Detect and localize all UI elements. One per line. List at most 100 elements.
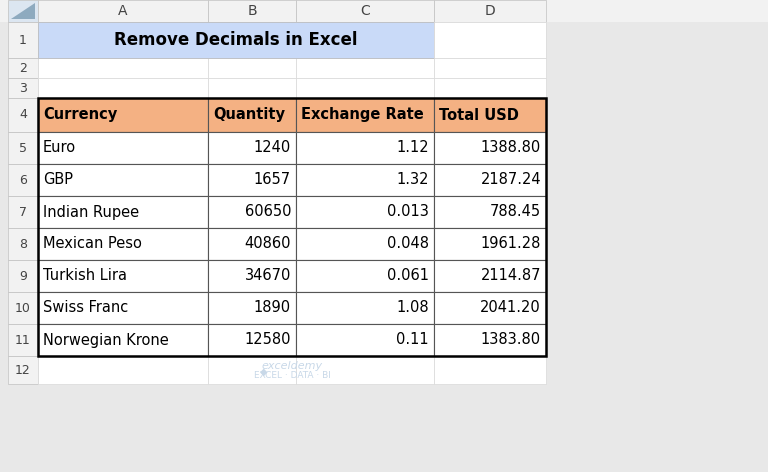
- Text: 2187.24: 2187.24: [480, 172, 541, 187]
- Bar: [296, 228, 434, 260]
- Bar: [208, 292, 296, 324]
- Text: Indian Rupee: Indian Rupee: [43, 204, 139, 219]
- Bar: [434, 98, 546, 132]
- Bar: [38, 196, 208, 228]
- Bar: [434, 164, 546, 196]
- Bar: [296, 292, 434, 324]
- Bar: [296, 260, 434, 292]
- Text: 7: 7: [19, 205, 27, 219]
- Text: Swiss Franc: Swiss Franc: [43, 301, 128, 315]
- Bar: [434, 132, 546, 164]
- Bar: [208, 98, 296, 132]
- Bar: [8, 292, 38, 324]
- Bar: [208, 164, 296, 196]
- Bar: [296, 164, 434, 196]
- Bar: [8, 58, 38, 78]
- Text: Currency: Currency: [43, 108, 118, 123]
- Bar: [296, 292, 434, 324]
- Bar: [434, 164, 546, 196]
- Bar: [8, 260, 38, 292]
- Bar: [208, 324, 296, 356]
- Bar: [434, 22, 546, 58]
- Bar: [38, 78, 208, 98]
- Text: 1.32: 1.32: [396, 172, 429, 187]
- Text: GBP: GBP: [43, 172, 73, 187]
- Text: ◆: ◆: [260, 367, 268, 377]
- Bar: [8, 0, 38, 384]
- Bar: [8, 324, 38, 356]
- Bar: [208, 196, 296, 228]
- Bar: [434, 292, 546, 324]
- Bar: [38, 356, 208, 384]
- Bar: [38, 228, 208, 260]
- Text: 1.12: 1.12: [396, 141, 429, 155]
- Text: 0.061: 0.061: [387, 269, 429, 284]
- Bar: [8, 98, 38, 132]
- Text: 9: 9: [19, 270, 27, 283]
- Bar: [434, 98, 546, 132]
- Text: 11: 11: [15, 334, 31, 346]
- Bar: [208, 78, 296, 98]
- Text: Turkish Lira: Turkish Lira: [43, 269, 127, 284]
- Bar: [208, 324, 296, 356]
- Bar: [434, 22, 546, 58]
- Bar: [8, 228, 38, 260]
- Text: 0.11: 0.11: [396, 332, 429, 347]
- Bar: [296, 132, 434, 164]
- Text: 5: 5: [19, 142, 27, 154]
- Bar: [296, 228, 434, 260]
- Bar: [208, 98, 296, 132]
- Bar: [208, 260, 296, 292]
- Bar: [434, 260, 546, 292]
- Bar: [296, 356, 434, 384]
- Bar: [38, 98, 546, 356]
- Bar: [434, 228, 546, 260]
- Bar: [38, 22, 546, 384]
- Text: Exchange Rate: Exchange Rate: [301, 108, 424, 123]
- Bar: [434, 260, 546, 292]
- Bar: [208, 228, 296, 260]
- Bar: [38, 22, 208, 58]
- Text: Remove Decimals in Excel: Remove Decimals in Excel: [114, 31, 358, 49]
- Bar: [38, 164, 208, 196]
- Bar: [296, 164, 434, 196]
- Bar: [296, 324, 434, 356]
- Bar: [434, 78, 546, 98]
- Polygon shape: [11, 3, 35, 19]
- Bar: [38, 98, 208, 132]
- Text: A: A: [118, 4, 127, 18]
- Text: D: D: [485, 4, 495, 18]
- Text: 12580: 12580: [244, 332, 291, 347]
- Bar: [208, 356, 296, 384]
- Text: Norwegian Krone: Norwegian Krone: [43, 332, 169, 347]
- Bar: [38, 196, 208, 228]
- Text: B: B: [247, 4, 257, 18]
- Bar: [8, 356, 38, 384]
- Bar: [296, 324, 434, 356]
- Bar: [296, 78, 434, 98]
- Bar: [296, 0, 434, 22]
- Bar: [296, 22, 434, 58]
- Text: 60650: 60650: [244, 204, 291, 219]
- Bar: [38, 132, 208, 164]
- Text: Euro: Euro: [43, 141, 76, 155]
- Text: 2114.87: 2114.87: [481, 269, 541, 284]
- Text: Total USD: Total USD: [439, 108, 519, 123]
- Bar: [208, 292, 296, 324]
- Text: 1388.80: 1388.80: [481, 141, 541, 155]
- Bar: [0, 0, 768, 22]
- Bar: [38, 324, 208, 356]
- Bar: [8, 0, 38, 22]
- Bar: [208, 164, 296, 196]
- Bar: [38, 292, 208, 324]
- Bar: [208, 58, 296, 78]
- Text: C: C: [360, 4, 370, 18]
- Text: 3: 3: [19, 82, 27, 94]
- Bar: [38, 164, 208, 196]
- Bar: [38, 58, 208, 78]
- Bar: [8, 132, 38, 164]
- Text: 10: 10: [15, 302, 31, 314]
- Text: 1: 1: [19, 34, 27, 47]
- Bar: [434, 292, 546, 324]
- Bar: [434, 356, 546, 384]
